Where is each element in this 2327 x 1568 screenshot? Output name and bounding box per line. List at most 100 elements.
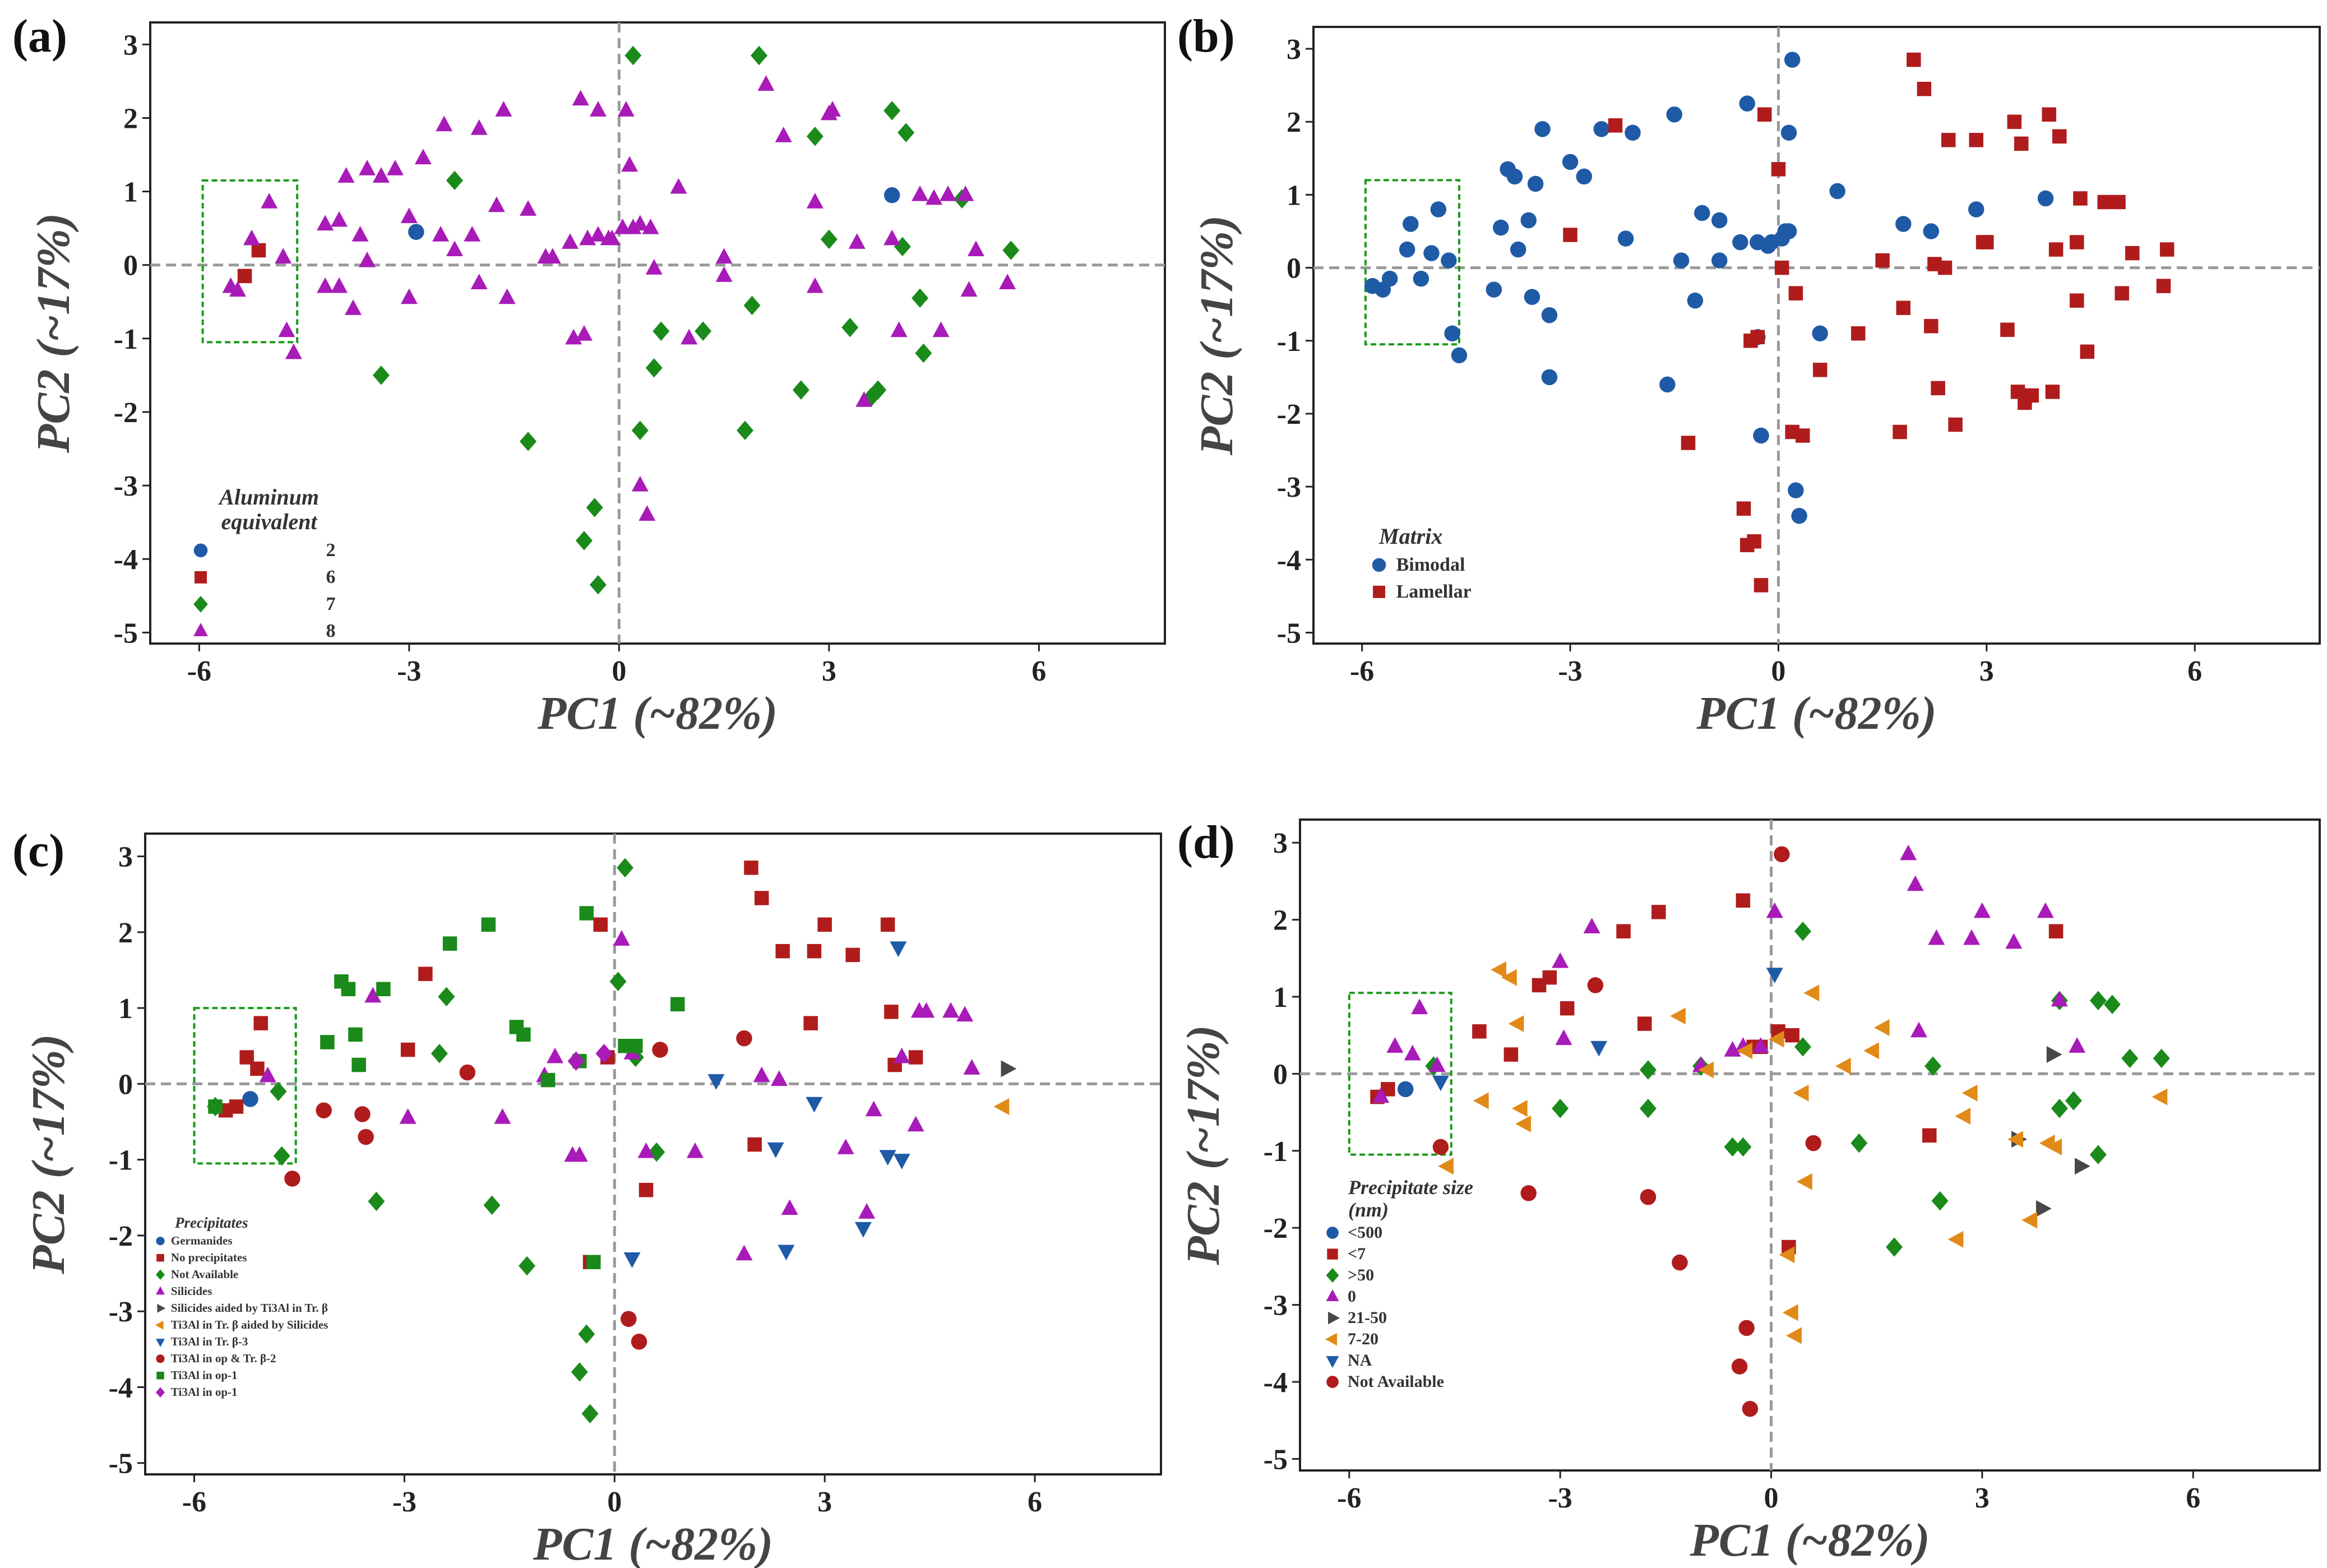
- data-point: [1666, 106, 1682, 123]
- data-point: [845, 947, 860, 963]
- data-point: [1973, 902, 1991, 918]
- legend-label: Germanides: [171, 1234, 233, 1247]
- data-point: [2069, 1037, 2086, 1053]
- data-point: [1793, 1084, 1809, 1102]
- data-point: [1608, 118, 1623, 133]
- y-tick-label: 0: [1287, 253, 1301, 285]
- data-point: [2014, 136, 2029, 151]
- data-point: [1812, 325, 1828, 341]
- data-point: [2065, 1091, 2082, 1111]
- data-point: [589, 575, 607, 595]
- highlight-box: [1364, 179, 1460, 346]
- data-point: [2069, 235, 2084, 249]
- data-point: [1927, 257, 1942, 271]
- series-1: [237, 243, 266, 284]
- y-axis-title: PC2 (~17%): [22, 1034, 75, 1274]
- data-point: [567, 1051, 585, 1071]
- data-point: [1785, 1028, 1799, 1043]
- data-point: [639, 505, 656, 521]
- data-point: [1766, 902, 1783, 918]
- data-point: [1670, 1007, 1686, 1025]
- data-point: [2073, 191, 2088, 206]
- data-point: [1711, 212, 1728, 229]
- data-point: [2089, 991, 2107, 1011]
- data-point: [736, 1030, 752, 1047]
- data-point: [1922, 1128, 1937, 1143]
- data-point: [229, 281, 247, 297]
- legend-marker: [193, 622, 208, 636]
- data-point: [261, 193, 278, 209]
- y-axis-title: PC2 (~17%): [27, 213, 80, 454]
- data-point: [418, 966, 433, 981]
- data-point: [2007, 114, 2022, 129]
- legend-label: Lamellar: [1396, 581, 1472, 602]
- x-tick-label: 6: [1028, 1486, 1042, 1518]
- data-point: [707, 1074, 725, 1090]
- data-point: [2035, 1200, 2052, 1217]
- data-point: [623, 1252, 641, 1268]
- data-point: [442, 936, 457, 951]
- data-point: [1560, 1001, 1575, 1016]
- legend-label: 0: [1348, 1287, 1356, 1306]
- data-point: [586, 1255, 601, 1270]
- series-9: [567, 1044, 613, 1071]
- data-point: [820, 229, 838, 249]
- legend-marker: [156, 1354, 165, 1363]
- legend-label: 8: [326, 621, 336, 641]
- data-point: [890, 321, 908, 337]
- data-point: [880, 917, 895, 932]
- legend-title: (nm): [1348, 1199, 1389, 1221]
- legend: Precipitate size(nm) <500 <7 >50 0 21-50 7-20 N…: [1325, 1176, 1473, 1391]
- x-axis-title: PC1 (~82%): [533, 1518, 773, 1568]
- data-point: [1780, 124, 1797, 141]
- x-axis-title: PC1 (~82%): [1696, 687, 1936, 739]
- data-point: [2159, 242, 2175, 257]
- data-point: [767, 1142, 784, 1158]
- data-point: [208, 1099, 223, 1114]
- data-point: [1527, 175, 1544, 192]
- data-point: [754, 891, 769, 905]
- data-point: [1438, 1158, 1454, 1175]
- data-point: [1795, 428, 1810, 443]
- data-point: [1961, 1084, 1978, 1102]
- y-tick-label: 3: [123, 29, 138, 61]
- data-point: [806, 126, 824, 146]
- data-point: [879, 1150, 896, 1166]
- data-point: [1503, 1047, 1519, 1062]
- y-tick-label: -2: [1277, 399, 1301, 431]
- data-point: [854, 1222, 872, 1238]
- data-point: [1687, 292, 1704, 309]
- data-point: [1969, 133, 1983, 147]
- series-6: [1432, 968, 1783, 1091]
- data-point: [341, 982, 356, 997]
- data-point: [337, 167, 355, 183]
- data-point: [414, 149, 432, 165]
- data-point: [775, 126, 792, 142]
- series-1: [1370, 893, 2064, 1255]
- data-point: [743, 295, 761, 316]
- data-point: [589, 101, 607, 117]
- data-point: [372, 366, 390, 385]
- data-point: [1863, 1042, 1879, 1060]
- data-point: [1910, 1021, 1927, 1038]
- data-point: [1541, 307, 1558, 323]
- data-point: [792, 380, 809, 400]
- data-point: [2000, 322, 2015, 337]
- data-point: [1803, 984, 1820, 1002]
- data-point: [1851, 326, 1866, 341]
- legend-label: 7: [326, 594, 336, 614]
- data-point: [967, 240, 984, 256]
- data-point: [1562, 154, 1579, 170]
- data-point: [883, 229, 901, 246]
- data-point: [858, 1203, 876, 1219]
- x-tick-label: 3: [817, 1486, 832, 1518]
- data-point: [270, 1081, 287, 1102]
- panel-label: (d): [1177, 816, 1235, 868]
- data-point: [781, 1199, 798, 1215]
- data-point: [2046, 1046, 2062, 1063]
- series-4: [1001, 1060, 1017, 1077]
- x-tick-label: 3: [1979, 655, 1994, 687]
- data-point: [331, 211, 348, 227]
- series-2: [1425, 921, 2170, 1257]
- data-point: [571, 1146, 588, 1162]
